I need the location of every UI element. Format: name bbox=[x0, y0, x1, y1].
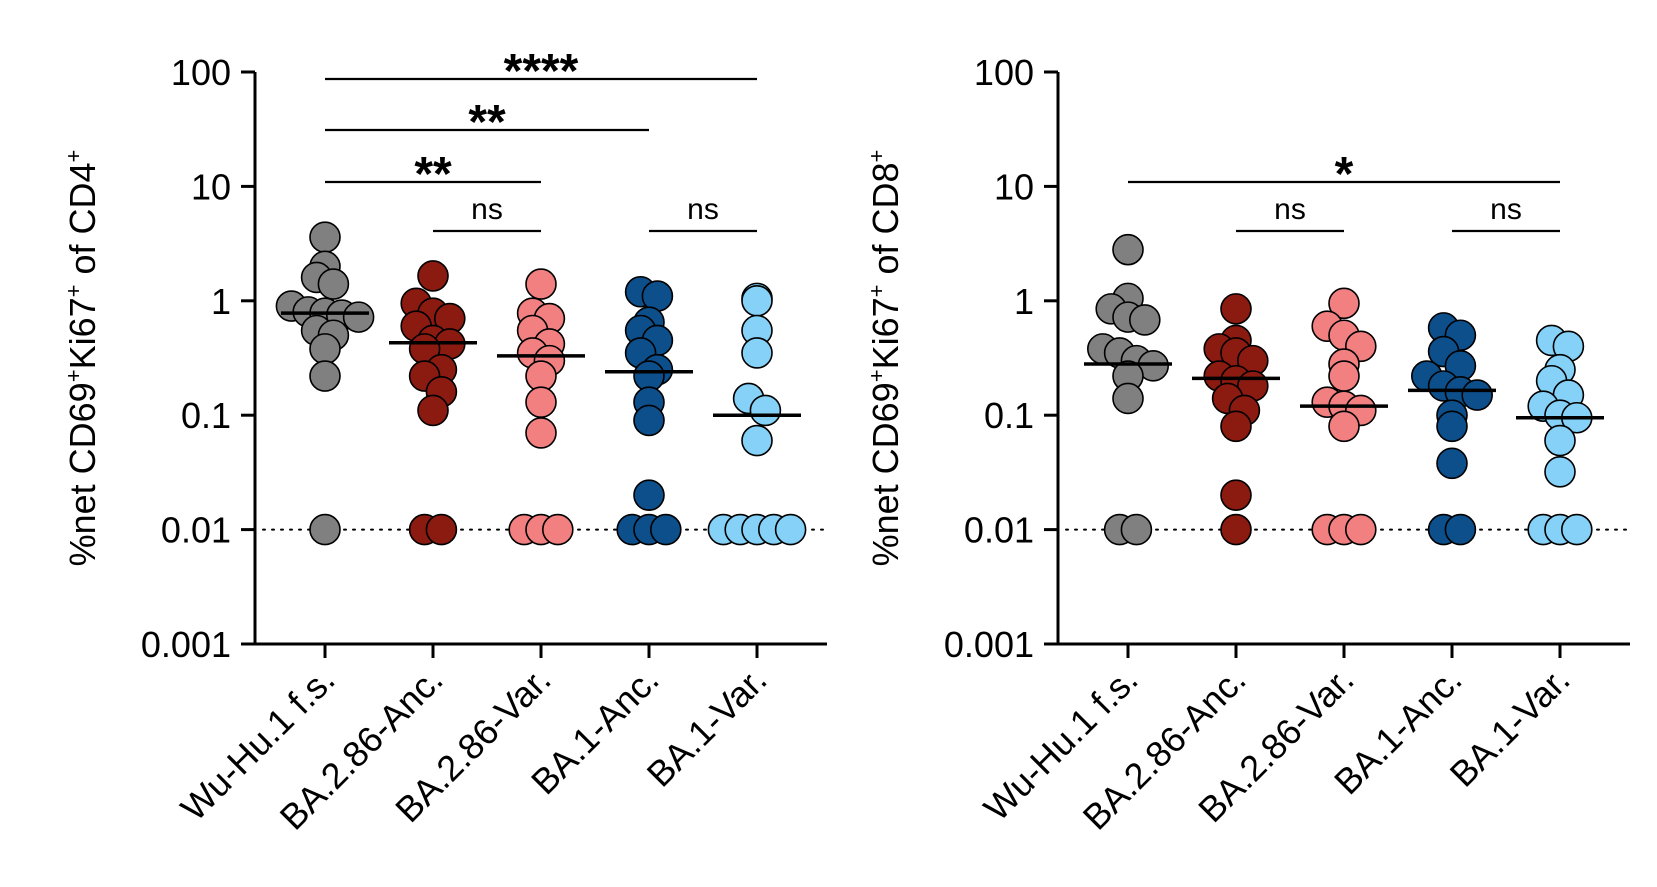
data-point bbox=[633, 479, 665, 511]
data-point bbox=[309, 221, 341, 253]
y-tick-label: 1 bbox=[211, 281, 231, 322]
category-label: BA.1-Var. bbox=[639, 659, 775, 795]
data-point bbox=[1328, 287, 1360, 320]
data-point bbox=[741, 424, 773, 457]
y-tick-label: 0.01 bbox=[161, 510, 231, 551]
y-axis-label-part: %net CD69 bbox=[62, 382, 103, 566]
data-point bbox=[1220, 513, 1252, 546]
y-axis-label-part: Ki67 bbox=[62, 297, 103, 369]
y-tick-label: 0.1 bbox=[181, 395, 231, 436]
data-point bbox=[1561, 513, 1593, 546]
significance-label: ns bbox=[471, 193, 503, 226]
data-point bbox=[525, 417, 557, 449]
y-tick-label: 0.001 bbox=[944, 624, 1034, 665]
significance-label: ns bbox=[1274, 193, 1306, 226]
data-point bbox=[1120, 513, 1153, 546]
y-axis-label-part: + bbox=[864, 369, 889, 382]
y-tick-label: 1 bbox=[1014, 281, 1034, 322]
y-axis-label: %net CD69+Ki67+ of CD4+ bbox=[61, 150, 103, 567]
y-tick-label: 0.1 bbox=[984, 395, 1034, 436]
data-point bbox=[649, 513, 682, 546]
y-tick-label: 0.001 bbox=[141, 624, 231, 665]
data-point bbox=[1461, 379, 1493, 411]
y-tick-label: 10 bbox=[191, 166, 231, 207]
y-axis-label-part: + bbox=[864, 150, 889, 163]
significance-label: **** bbox=[504, 45, 579, 98]
significance-label: ns bbox=[1490, 193, 1522, 226]
data-point bbox=[633, 404, 665, 437]
data-point bbox=[749, 394, 782, 427]
y-tick-label: 100 bbox=[974, 52, 1034, 93]
y-axis-label-part: + bbox=[61, 150, 86, 163]
y-axis-label-part: + bbox=[61, 285, 86, 298]
data-point bbox=[309, 333, 341, 365]
y-axis-label-part: of CD8 bbox=[865, 162, 906, 284]
y-tick-label: 0.01 bbox=[964, 510, 1034, 551]
y-axis-label-part: Ki67 bbox=[865, 297, 906, 369]
y-axis-label: %net CD69+Ki67+ of CD8+ bbox=[864, 150, 906, 567]
data-point bbox=[1544, 424, 1576, 457]
data-point bbox=[317, 268, 350, 300]
y-tick-label: 10 bbox=[994, 166, 1034, 207]
data-point bbox=[1129, 304, 1161, 336]
data-point bbox=[541, 513, 574, 546]
significance-label: * bbox=[1335, 148, 1354, 201]
data-point bbox=[342, 301, 375, 333]
data-point bbox=[1328, 410, 1360, 443]
y-tick-label: 100 bbox=[171, 52, 231, 93]
data-point bbox=[774, 513, 807, 546]
data-point bbox=[1436, 410, 1468, 443]
y-axis-label-part: %net CD69 bbox=[865, 382, 906, 566]
data-point bbox=[417, 260, 449, 292]
data-point bbox=[309, 360, 341, 392]
data-point bbox=[1220, 410, 1252, 443]
data-point bbox=[1544, 456, 1576, 488]
significance-label: ** bbox=[414, 148, 452, 201]
significance-label: ns bbox=[687, 193, 719, 226]
data-point bbox=[1436, 447, 1468, 480]
data-point bbox=[425, 513, 458, 546]
y-axis-label-part: + bbox=[864, 285, 889, 298]
y-axis-label-part: + bbox=[61, 369, 86, 382]
significance-label: ** bbox=[468, 96, 506, 149]
data-point bbox=[417, 394, 449, 427]
data-point bbox=[1444, 513, 1477, 546]
data-point bbox=[741, 284, 773, 317]
data-point bbox=[309, 513, 341, 546]
data-point bbox=[1328, 360, 1360, 392]
data-point bbox=[525, 386, 557, 418]
data-point bbox=[525, 268, 557, 300]
data-point bbox=[1112, 233, 1144, 266]
data-point bbox=[1220, 479, 1252, 511]
data-point bbox=[741, 337, 773, 369]
y-axis-label-part: of CD4 bbox=[62, 162, 103, 284]
category-label: BA.1-Var. bbox=[1442, 659, 1578, 795]
data-point bbox=[1220, 293, 1252, 325]
data-point bbox=[1112, 382, 1144, 415]
data-point bbox=[1345, 513, 1377, 546]
